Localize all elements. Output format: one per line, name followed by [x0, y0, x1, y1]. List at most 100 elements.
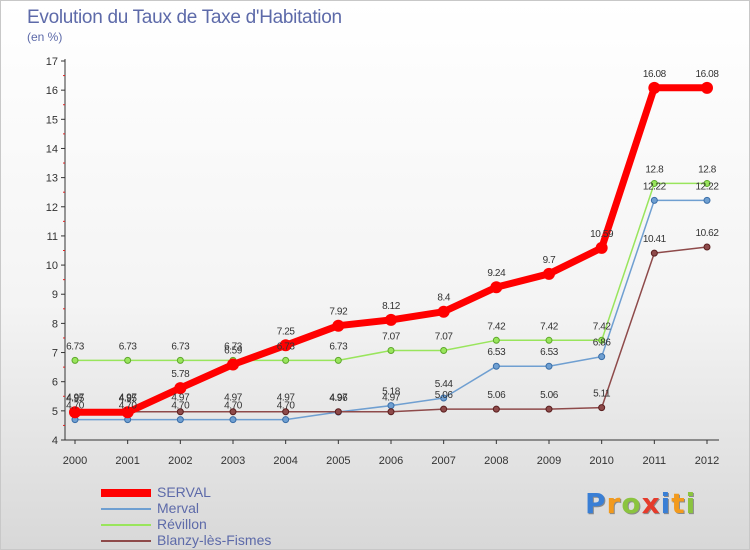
x-tick-label: 2006	[379, 455, 403, 467]
data-point-blanzy-lès-fismes	[282, 408, 290, 416]
legend-swatch	[101, 540, 151, 542]
data-label: 7.07	[435, 331, 454, 342]
legend-swatch	[101, 508, 151, 510]
logo-letter: x	[641, 487, 661, 520]
x-tick-label: 2001	[115, 455, 139, 467]
y-tick-label: 10	[46, 260, 58, 272]
x-tick-label: 2007	[431, 455, 455, 467]
data-label: 4.97	[277, 393, 296, 404]
data-label: 10.62	[695, 228, 719, 239]
data-label: 5.06	[435, 390, 454, 401]
y-tick-label: 14	[46, 143, 58, 155]
data-label: 7.42	[540, 321, 559, 332]
x-tick-label: 2012	[695, 455, 719, 467]
data-point-révillon	[545, 336, 553, 344]
data-point-blanzy-lès-fismes	[650, 249, 658, 257]
data-label: 12.22	[643, 181, 667, 192]
data-label: 4.97	[171, 393, 190, 404]
legend-swatch	[101, 524, 151, 526]
data-label: 5.78	[171, 369, 190, 380]
logo-letter: i	[660, 487, 672, 520]
data-label: 6.86	[593, 338, 612, 349]
data-label: 6.73	[224, 341, 243, 352]
data-label: 4.97	[224, 393, 243, 404]
data-label: 7.42	[487, 321, 506, 332]
data-point-révillon	[176, 356, 184, 364]
data-label: 4.97	[119, 393, 138, 404]
legend-label: Merval	[157, 500, 200, 516]
data-point-serval	[701, 81, 713, 94]
data-label: 9.24	[487, 268, 506, 279]
data-point-serval	[227, 358, 239, 371]
x-tick-label: 2009	[537, 455, 561, 467]
y-tick-label: 11	[47, 231, 58, 243]
data-label: 10.59	[590, 229, 614, 240]
data-point-révillon	[387, 346, 395, 354]
data-label: 4.70	[171, 401, 190, 412]
y-tick-label: 9	[52, 289, 58, 301]
data-point-révillon	[334, 356, 342, 364]
data-label: 8.12	[382, 301, 401, 312]
x-tick-label: 2002	[168, 455, 192, 467]
data-label: 6.59	[224, 345, 243, 356]
logo-letter: o	[621, 487, 642, 520]
data-point-blanzy-lès-fismes	[492, 405, 500, 413]
logo-letter: P	[585, 487, 607, 520]
data-label: 4.70	[119, 401, 138, 412]
data-point-révillon	[124, 356, 132, 364]
data-point-serval	[490, 281, 503, 294]
y-tick-label: 6	[52, 377, 58, 389]
data-point-merval	[176, 416, 184, 424]
x-tick-label: 2003	[221, 455, 245, 467]
y-tick-label: 13	[46, 173, 58, 185]
data-label: 6.53	[540, 347, 559, 358]
data-label: 4.70	[66, 401, 85, 412]
data-point-blanzy-lès-fismes	[387, 408, 395, 416]
data-label: 6.73	[329, 341, 348, 352]
y-tick-label: 15	[46, 114, 58, 126]
data-label: 4.70	[277, 401, 296, 412]
data-point-merval	[282, 416, 290, 424]
y-tick-label: 16	[46, 85, 58, 97]
y-tick-label: 12	[46, 202, 58, 214]
data-label: 7.07	[382, 331, 401, 342]
data-label: 5.44	[435, 379, 454, 390]
legend-label: Révillon	[157, 516, 207, 532]
data-point-serval	[543, 267, 555, 280]
data-label: 5.06	[540, 390, 559, 401]
chart-title: Evolution du Taux de Taxe d'Habitation	[27, 7, 342, 28]
data-label: 6.73	[171, 341, 190, 352]
data-point-serval	[174, 382, 187, 395]
data-label: 5.18	[382, 387, 401, 398]
data-point-serval	[437, 305, 450, 318]
data-point-blanzy-lès-fismes	[598, 404, 606, 412]
data-point-serval	[332, 319, 345, 332]
data-label: 4.96	[329, 393, 348, 404]
y-tick-label: 17	[46, 56, 58, 68]
data-label: 4.97	[66, 393, 85, 404]
data-label: 12.22	[695, 181, 719, 192]
logo-letter: i	[685, 487, 697, 520]
data-label: 5.06	[487, 390, 506, 401]
chart-subtitle: (en %)	[27, 30, 63, 44]
data-label: 7.42	[593, 321, 612, 332]
data-label: 5.11	[593, 389, 611, 400]
data-label: 4.97	[382, 393, 401, 404]
data-label: 12.8	[698, 164, 717, 175]
data-point-merval	[492, 362, 500, 370]
y-tick-label: 8	[52, 318, 58, 330]
legend-label: SERVAL	[157, 484, 211, 500]
data-label: 6.73	[277, 341, 296, 352]
data-point-serval	[595, 241, 608, 254]
data-point-révillon	[492, 336, 500, 344]
x-tick-label: 2005	[326, 455, 350, 467]
y-tick-label: 5	[52, 406, 58, 418]
logo-letter: t	[671, 487, 686, 520]
x-tick-label: 2004	[273, 455, 297, 467]
data-label: 4.70	[224, 401, 243, 412]
data-label: 7.92	[329, 307, 348, 318]
data-point-merval	[229, 416, 237, 424]
data-label: 6.53	[487, 347, 506, 358]
